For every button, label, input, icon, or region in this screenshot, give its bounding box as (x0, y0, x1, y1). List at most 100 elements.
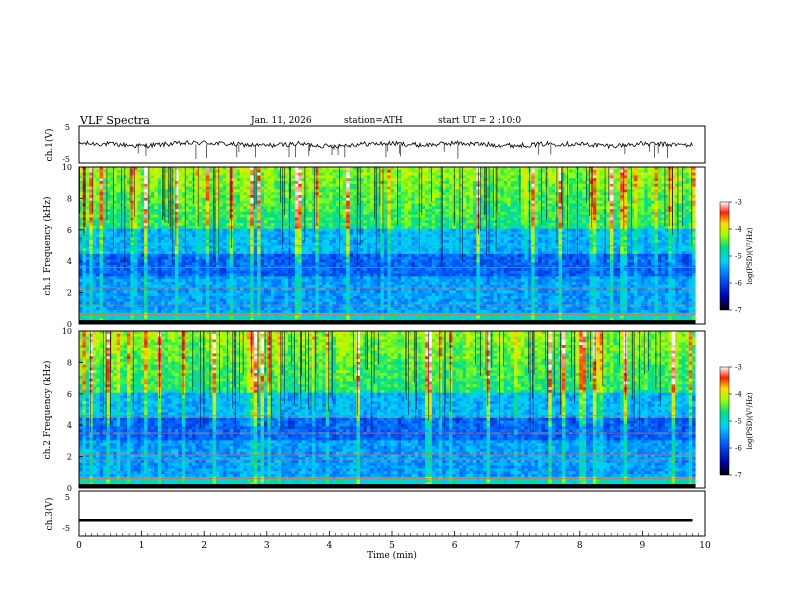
spectrogram-cell (137, 169, 141, 173)
spectrogram-cell (589, 217, 594, 221)
spectrogram-cell (246, 231, 251, 235)
spectrogram-cell (431, 211, 436, 215)
spectrogram-cell (459, 217, 463, 221)
spectrogram-cell (404, 228, 409, 232)
spectrogram-cell (195, 181, 200, 185)
spectrogram-cell (96, 167, 100, 171)
spectrogram-cell (401, 175, 405, 179)
spectrogram-cell (154, 192, 159, 196)
spectrogram-cell (671, 200, 676, 204)
spectrogram-cell (524, 200, 529, 204)
spectrogram-cell (342, 242, 347, 246)
spectrogram-cell (236, 209, 241, 213)
spectrogram-cell (274, 197, 278, 201)
spectrogram-cell (109, 189, 114, 193)
spectrogram-cell (510, 178, 515, 182)
spectrogram-cell (209, 239, 213, 243)
spectrogram-cell (623, 234, 628, 238)
spectrogram-cell (274, 228, 278, 232)
spectrogram-cell (692, 231, 696, 235)
spectrogram-cell (89, 234, 94, 238)
spectrogram-cell (246, 209, 251, 213)
spectrogram-cell (366, 195, 371, 199)
spectrogram-cell (195, 231, 200, 235)
spectrogram-cell (274, 209, 278, 213)
spectrogram-cell (445, 223, 450, 227)
spectrogram-cell (548, 217, 553, 221)
spectrogram-cell (483, 186, 487, 190)
spectrogram-cell (216, 169, 220, 173)
spectrogram-cell (178, 175, 183, 179)
spectrogram-cell (222, 189, 227, 193)
spectrogram-cell (222, 178, 227, 182)
spectrogram-cell (257, 169, 261, 173)
spectrogram-cell (363, 242, 368, 246)
spectrogram-cell (685, 175, 690, 179)
spectrogram-cell (657, 211, 662, 215)
spectrogram-cell (681, 200, 686, 204)
spectrogram-cell (222, 209, 227, 213)
spectrogram-cell (226, 178, 231, 182)
spectrogram-cell (346, 217, 350, 221)
spectrogram-cell (390, 189, 395, 193)
spectrogram-cell (558, 225, 563, 229)
spectrogram-cell (442, 175, 446, 179)
spectrogram-cell (137, 234, 141, 238)
spectrogram-cell (161, 206, 165, 210)
spectrogram-cell (99, 228, 104, 232)
spectrogram-cell (585, 214, 590, 218)
spectrogram-cell (178, 225, 183, 229)
spectrogram-cell (188, 189, 193, 193)
spectrogram-cell (243, 217, 248, 221)
spectrogram-cell (257, 211, 261, 215)
spectrogram-cell (633, 231, 638, 235)
spectrogram-cell (363, 220, 368, 224)
spectrogram-cell (301, 239, 306, 243)
spectrogram-cell (435, 200, 439, 204)
spectrogram-cell (216, 181, 220, 185)
spectrogram-cell (616, 169, 621, 173)
spectrogram-cell (472, 181, 477, 185)
spectrogram-cell (339, 206, 344, 210)
spectrogram-cell (435, 169, 439, 173)
spectrogram-cell (192, 237, 196, 241)
spectrogram-cell (404, 237, 409, 241)
spectrogram-cell (253, 175, 258, 179)
spectrogram-cell (657, 220, 662, 224)
spectrogram-cell (291, 214, 296, 218)
spectrogram-cell (370, 225, 374, 229)
spectrogram-cell (401, 234, 405, 238)
spectrogram-cell (620, 192, 624, 196)
spectrogram-cell (246, 200, 251, 204)
spectrogram-cell (383, 183, 388, 187)
spectrogram-cell (240, 217, 244, 221)
spectrogram-cell (216, 217, 220, 221)
spectrogram-cell (390, 237, 395, 241)
spectrogram-cell (448, 192, 453, 196)
spectrogram-cell (404, 203, 409, 207)
spectrogram-cell (579, 189, 583, 193)
spectrogram-cell (568, 192, 573, 196)
spectrogram-cell (222, 200, 227, 204)
spectrogram-cell (414, 214, 419, 218)
spectrogram-cell (377, 242, 381, 246)
spectrogram-cell (394, 242, 398, 246)
spectrogram-cell (85, 209, 90, 213)
spectrogram-cell (123, 186, 128, 190)
spectrogram-cell (346, 206, 350, 210)
spectrogram-cell (311, 225, 316, 229)
spectrogram-cell (311, 181, 316, 185)
spectrogram-cell (274, 206, 278, 210)
spectrogram-cell (500, 169, 505, 173)
spectrogram-cell (240, 175, 244, 179)
spectrogram-cell (150, 181, 155, 185)
spectrogram-cell (483, 237, 487, 241)
spectrogram-cell (421, 167, 426, 171)
spectrogram-cell (161, 203, 165, 207)
spectrogram-cell (418, 203, 422, 207)
spectrogram-cell (483, 214, 487, 218)
spectrogram-cell (164, 167, 169, 171)
spectrogram-cell (496, 183, 501, 187)
spectrogram-cell (349, 203, 354, 207)
spectrogram-cell (654, 186, 659, 190)
